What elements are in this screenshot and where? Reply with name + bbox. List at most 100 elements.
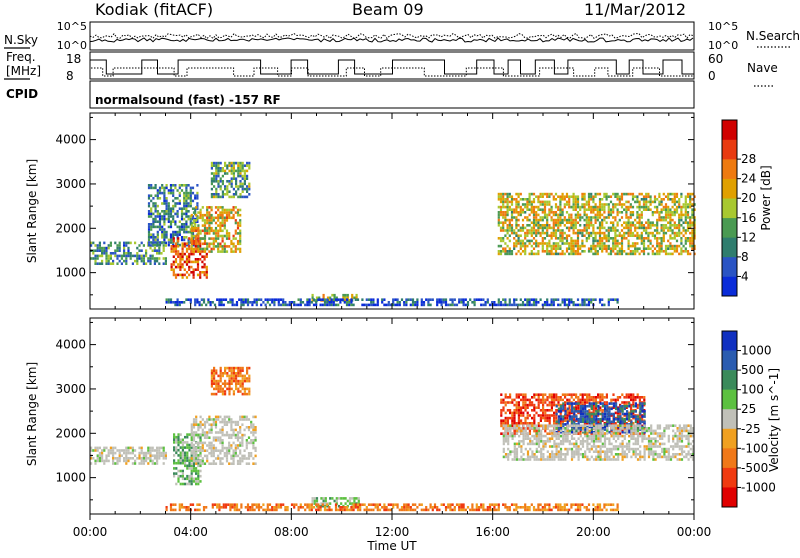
echo-cell [197, 266, 199, 269]
echo-cell [603, 216, 605, 219]
echo-cell [166, 187, 168, 190]
echo-cell [614, 240, 616, 243]
echo-cell [603, 219, 605, 222]
echo-cell [612, 240, 614, 243]
echo-cell [191, 442, 193, 445]
echo-cell [145, 262, 147, 265]
echo-cell [141, 255, 143, 258]
echo-cell [108, 449, 110, 452]
echo-cell [145, 252, 147, 255]
echo-cell [661, 201, 663, 204]
echo-cell [625, 221, 627, 224]
echo-cell [163, 457, 165, 460]
echo-cell [691, 203, 693, 206]
echo-cell [592, 237, 594, 240]
echo-cell [196, 184, 198, 187]
echo-cell [179, 187, 181, 190]
echo-cell [163, 231, 165, 234]
echo-cell [515, 298, 517, 301]
echo-cell [233, 188, 235, 191]
echo-cell [316, 497, 318, 500]
echo-cell [553, 247, 555, 250]
echo-cell [560, 396, 562, 399]
echo-cell [518, 195, 520, 198]
echo-cell [333, 304, 335, 307]
echo-cell [628, 431, 630, 434]
echo-cell [683, 227, 685, 230]
echo-cell [231, 382, 233, 385]
echo-cell [626, 415, 628, 418]
echo-cell [195, 418, 197, 421]
echo-cell [509, 224, 511, 227]
echo-cell [564, 219, 566, 222]
echo-cell [502, 198, 504, 201]
echo-cell [177, 213, 179, 216]
echo-cell [186, 478, 188, 481]
echo-cell [667, 227, 669, 230]
echo-cell [551, 458, 553, 461]
echo-cell [200, 248, 202, 251]
echo-cell [685, 232, 687, 235]
echo-cell [182, 449, 184, 452]
echo-cell [559, 198, 561, 201]
echo-cell [613, 402, 615, 405]
echo-cell [641, 405, 643, 408]
echo-cell [639, 193, 641, 196]
echo-cell [601, 298, 603, 301]
echo-cell [237, 209, 239, 212]
echo-cell [206, 460, 208, 463]
echo-cell [564, 413, 566, 416]
echo-cell [577, 242, 579, 245]
echo-cell [575, 198, 577, 201]
echo-cell [228, 375, 230, 378]
echo-cell [527, 399, 529, 402]
echo-cell [500, 304, 502, 307]
echo-cell [545, 427, 547, 430]
echo-cell [625, 208, 627, 211]
echo-cell [548, 201, 550, 204]
echo-cell [529, 298, 531, 301]
echo-cell [509, 435, 511, 438]
echo-cell [546, 227, 548, 230]
echo-cell [213, 237, 215, 240]
echo-cell [191, 240, 193, 243]
echo-cell [412, 298, 414, 301]
echo-cell [173, 449, 175, 452]
echo-cell [211, 214, 213, 217]
echo-cell [661, 198, 663, 201]
echo-cell [599, 206, 601, 209]
echo-cell [515, 227, 517, 230]
echo-cell [669, 219, 671, 222]
echo-cell [235, 380, 237, 383]
echo-cell [535, 216, 537, 219]
echo-cell [228, 211, 230, 214]
echo-cell [215, 237, 217, 240]
echo-cell [211, 375, 213, 378]
echo-cell [498, 224, 500, 227]
echo-cell [320, 298, 322, 301]
echo-cell [201, 266, 203, 269]
echo-cell [217, 219, 219, 222]
echo-cell [239, 367, 241, 370]
echo-cell [559, 232, 561, 235]
echo-cell [173, 439, 175, 442]
echo-cell [414, 301, 416, 304]
echo-cell [665, 245, 667, 248]
echo-cell [226, 232, 228, 235]
echo-cell [667, 211, 669, 214]
echo-cell [573, 399, 575, 402]
echo-cell [184, 268, 186, 271]
echo-cell [639, 201, 641, 204]
echo-cell [222, 393, 224, 396]
echo-cell [573, 232, 575, 235]
echo-cell [349, 500, 351, 503]
echo-cell [509, 201, 511, 204]
y-tick-label: 1000 [55, 266, 86, 280]
echo-cell [636, 237, 638, 240]
echo-cell [312, 497, 314, 500]
echo-cell [535, 221, 537, 224]
echo-cell [500, 214, 502, 217]
echo-cell [239, 193, 241, 196]
echo-cell [584, 198, 586, 201]
echo-cell [173, 271, 175, 274]
